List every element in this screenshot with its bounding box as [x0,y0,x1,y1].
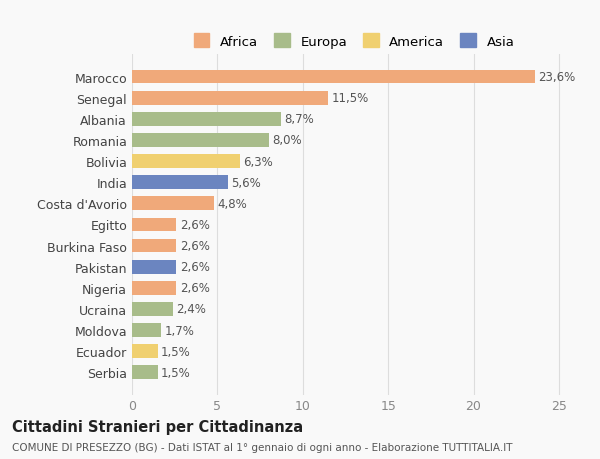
Bar [132,239,176,253]
Text: 2,4%: 2,4% [176,303,206,316]
Bar [132,302,173,316]
Text: 8,7%: 8,7% [284,113,314,126]
Text: 1,5%: 1,5% [161,366,191,379]
Bar [132,281,176,295]
Text: 2,6%: 2,6% [180,261,209,274]
Text: 2,6%: 2,6% [180,282,209,295]
Bar [132,176,227,190]
Text: 4,8%: 4,8% [217,197,247,210]
Bar [132,92,328,105]
Bar [132,218,176,232]
Bar [132,345,158,358]
Text: 5,6%: 5,6% [231,176,261,189]
Text: 2,6%: 2,6% [180,240,209,252]
Bar [132,260,176,274]
Bar [132,197,214,211]
Bar [132,155,239,168]
Bar [132,324,161,337]
Bar [132,134,269,147]
Text: 23,6%: 23,6% [538,71,575,84]
Bar [132,112,281,126]
Text: 1,5%: 1,5% [161,345,191,358]
Legend: Africa, Europa, America, Asia: Africa, Europa, America, Asia [187,28,521,55]
Text: 6,3%: 6,3% [243,155,273,168]
Text: COMUNE DI PRESEZZO (BG) - Dati ISTAT al 1° gennaio di ogni anno - Elaborazione T: COMUNE DI PRESEZZO (BG) - Dati ISTAT al … [12,442,512,452]
Text: Cittadini Stranieri per Cittadinanza: Cittadini Stranieri per Cittadinanza [12,420,303,435]
Bar [132,366,158,379]
Text: 2,6%: 2,6% [180,218,209,231]
Text: 1,7%: 1,7% [164,324,194,337]
Text: 11,5%: 11,5% [332,92,369,105]
Bar [132,71,535,84]
Text: 8,0%: 8,0% [272,134,302,147]
